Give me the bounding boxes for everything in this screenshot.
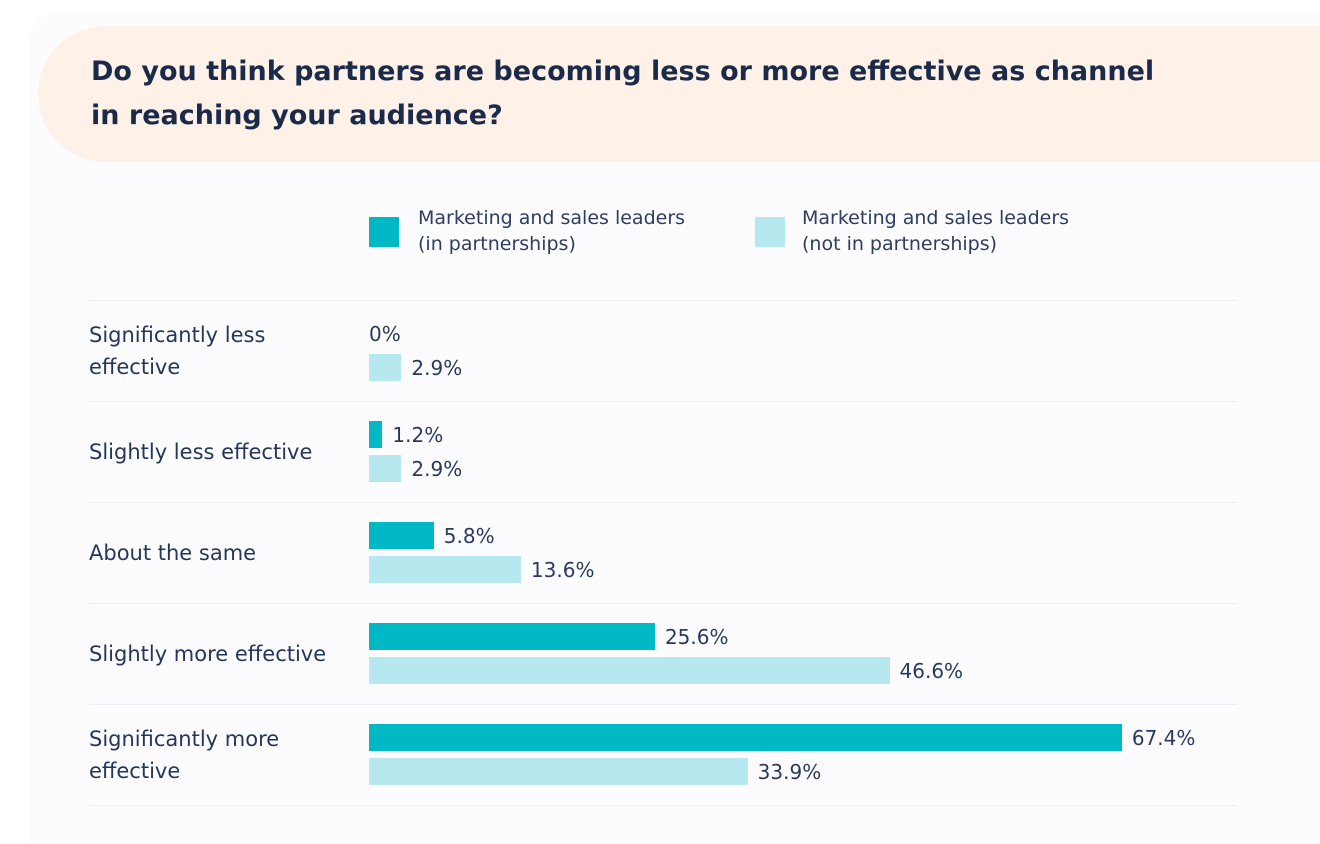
category-label-slightly-less-effective: Slightly less effective xyxy=(89,439,313,464)
value-label: 46.6% xyxy=(899,658,964,683)
category-label-slightly-more-effective: Slightly more effective xyxy=(89,641,327,666)
bar-about-the-same-in-partnerships xyxy=(369,522,434,549)
value-label: 5.8% xyxy=(443,523,495,548)
legend-label-in-partnerships: Marketing and sales leaders (in partners… xyxy=(418,207,686,255)
bar-slightly-more-effective-not-in-partnerships xyxy=(369,657,890,684)
bar-about-the-same-not-in-partnerships xyxy=(369,556,521,583)
category-label-about-the-same: About the same xyxy=(89,540,257,565)
legend-label-not-in-partnerships: Marketing and sales leaders (not in part… xyxy=(802,207,1070,255)
row-separator xyxy=(89,805,1237,806)
value-label: 13.6% xyxy=(530,557,595,582)
chart-title: Do you think partners are becoming less … xyxy=(91,56,1155,131)
value-label: 2.9% xyxy=(411,355,463,380)
value-label: 25.6% xyxy=(664,624,729,649)
category-label-significantly-less-effective: Significantly less effective xyxy=(89,322,266,379)
value-label: 33.9% xyxy=(757,759,822,784)
value-label: 1.2% xyxy=(392,422,444,447)
bar-slightly-more-effective-in-partnerships xyxy=(369,623,655,650)
bar-significantly-less-effective-not-in-partnerships xyxy=(369,354,402,381)
bar-slightly-less-effective-in-partnerships xyxy=(369,421,383,448)
value-label: 67.4% xyxy=(1131,725,1196,750)
bar-significantly-more-effective-not-in-partnerships xyxy=(369,758,748,785)
value-label: 2.9% xyxy=(411,456,463,481)
legend-swatch-not-in-partnerships xyxy=(755,217,785,247)
row-separator xyxy=(89,603,1237,604)
row-separator xyxy=(89,704,1237,705)
legend-swatch-in-partnerships xyxy=(369,217,399,247)
value-label: 0% xyxy=(369,321,401,346)
row-separator xyxy=(89,300,1237,301)
bar-slightly-less-effective-not-in-partnerships xyxy=(369,455,402,482)
row-separator xyxy=(89,502,1237,503)
bar-significantly-more-effective-in-partnerships xyxy=(369,724,1122,751)
row-separator xyxy=(89,401,1237,402)
category-label-significantly-more-effective: Significantly more effective xyxy=(89,726,280,783)
title-band xyxy=(38,26,1320,162)
